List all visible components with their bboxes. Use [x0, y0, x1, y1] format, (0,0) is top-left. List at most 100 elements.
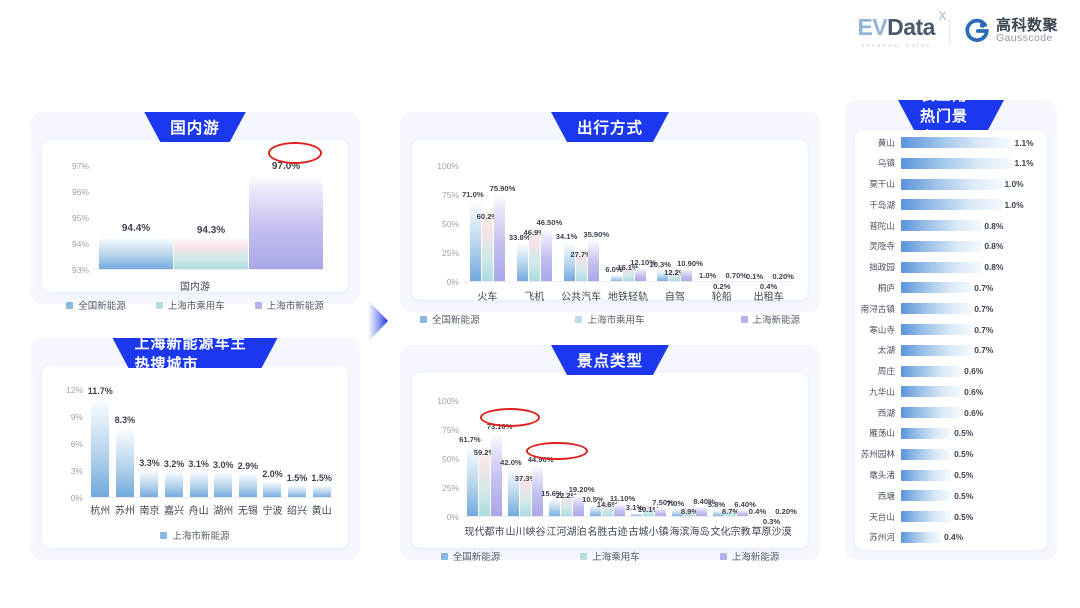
legend-swatch: [155, 301, 163, 309]
bar: 8.9%: [681, 506, 698, 517]
bar: 10.1%: [638, 505, 659, 517]
hbar-track: 1.0%: [901, 178, 1037, 190]
bar-category-group: 71.0% 60.2% 75.90%: [462, 166, 515, 282]
panel-c-body: 100% 75% 50% 25% 0% 71.0% 60.2% 75.90% 33.8…: [412, 140, 808, 326]
hbar-row: 天台山 0.5%: [855, 510, 1037, 523]
legend-label: 全国新能源: [78, 301, 126, 312]
x-axis-label: 绍兴: [287, 506, 308, 517]
y-tick: 25%: [441, 483, 459, 493]
bar: 3.1%: [188, 459, 209, 498]
axis-title-a: 国内游: [180, 282, 210, 293]
bar-value-label: 10.90%: [677, 259, 703, 269]
hbar-row: 灵隐寺 0.8%: [855, 240, 1037, 253]
evdata-ev-text: EV: [857, 14, 888, 40]
bar-value-label: 46.50%: [536, 218, 563, 228]
bar-category-group: 6.0% 16.1% 12.10%: [605, 166, 656, 282]
hbar-category-label: 普陀山: [869, 220, 895, 231]
y-tick: 9%: [70, 412, 83, 422]
bar-category-group: 2.9%: [236, 390, 261, 498]
hbar-track: 0.8%: [901, 240, 1037, 252]
bar-value-label: 59.2%: [473, 448, 496, 458]
hbar-value-label: 1.0%: [1004, 179, 1024, 190]
bar-category-group: 33.8% 46.9% 46.50%: [509, 166, 562, 282]
bar: 7.50%: [652, 498, 674, 517]
bar: 2.0%: [262, 469, 283, 498]
panel-d-title: 景点类型: [551, 345, 669, 375]
bar-category-group: 3.2%: [162, 390, 187, 498]
bar-category-group: 61.7% 59.2% 73.10%: [459, 401, 512, 517]
legend-item[interactable]: 上海市乘用车: [575, 312, 645, 326]
x-axis-label: 舟山: [188, 506, 209, 517]
legend-item[interactable]: 上海新能源: [719, 549, 779, 563]
bar-group-a: 94.4% 94.3% 97.0%: [94, 161, 328, 270]
hbar: [901, 240, 982, 252]
hbar-list-e: 黄山 1.1% 乌镇 1.1% 莫干山 1.0% 千岛湖 1.0% 普陀山 0.8% 灵隐寺 0.8%…: [855, 136, 1037, 544]
bar-value-label: 2.9%: [237, 461, 259, 472]
legend-item[interactable]: 上海市新能源: [160, 528, 230, 542]
bar: 42.0%: [500, 458, 522, 517]
hbar: [901, 282, 972, 294]
hbar-track: 1.1%: [901, 137, 1037, 148]
bar-value-label: 94.4%: [121, 222, 151, 234]
legend-label: 全国新能源: [452, 552, 501, 563]
legend-item[interactable]: 全国新能源: [440, 549, 501, 563]
bar: 97.0%: [249, 161, 323, 270]
brand-header: EVData X SHANGHAI CHINA 高科数聚 Gausscode: [857, 9, 1058, 48]
bar-value-label: 16.1%: [617, 263, 639, 273]
hbar: [901, 220, 982, 232]
bar-value-label: 75.90%: [489, 183, 516, 193]
hbar-row: 莫干山 1.0%: [855, 178, 1037, 191]
legend-item[interactable]: 全国新能源: [419, 312, 479, 326]
bar-category-group: 94.4% 94.3% 97.0%: [94, 161, 328, 270]
y-tick: 50%: [441, 454, 459, 464]
legend-item[interactable]: 全国新能源: [66, 298, 126, 312]
bar: 10.3%: [650, 260, 671, 282]
baseline-b: [88, 497, 334, 498]
legend-item[interactable]: 上海乘用车: [580, 549, 640, 563]
panel-a-title: 国内游: [144, 112, 246, 142]
x-axis-label: 山川峡谷: [505, 527, 546, 538]
bar-group-c: 71.0% 60.2% 75.90% 33.8% 46.9% 46.50% 34.1% 27.…: [462, 166, 794, 291]
bar-value-label: 8.7%: [721, 506, 740, 516]
hbar-track: 0.5%: [901, 511, 1037, 523]
baseline-c: [464, 281, 792, 282]
x-axis-label: 名胜古迹: [587, 527, 628, 538]
bar-group-b: 11.7% 8.3% 3.3% 3.2% 3.1% 3.0% 2.9% 2.0% 1.5% 1.5…: [88, 386, 334, 498]
x-axis-label: 宁波: [262, 506, 283, 517]
bar-category-group: 3.1%: [186, 390, 211, 498]
x-axis-label: 江河湖泊: [546, 527, 587, 538]
x-axis-label: 文化宗教: [710, 527, 751, 538]
bar: 22.2%: [556, 491, 577, 517]
bar: 8.3%: [115, 415, 135, 498]
legend-item[interactable]: 上海市乘用车: [155, 298, 225, 312]
hbar-category-label: 雁荡山: [869, 428, 895, 439]
x-axis-label: 地铁轻轨: [608, 292, 648, 303]
bar-value-label: 11.10%: [609, 494, 636, 504]
bar: 46.50%: [536, 218, 562, 282]
x-axis-label: 苏州: [114, 506, 135, 517]
hbar-category-label: 西塘: [877, 490, 895, 501]
hbar: [901, 137, 1012, 148]
x-axis-labels-d: 现代都市 山川峡谷 江河湖泊 名胜古迹 古城小镇 海滨海岛 文化宗教 草原沙漠: [464, 523, 792, 538]
bar-value-label: 0.20%: [772, 271, 794, 281]
bar-value-label: 8.3%: [114, 414, 136, 425]
bar-value-label: 0.20%: [775, 506, 797, 516]
legend-item[interactable]: 上海市新能源: [254, 298, 324, 312]
legend-swatch: [719, 552, 727, 560]
hbar-value-label: 0.8%: [984, 262, 1004, 273]
hbar-value-label: 1.1%: [1014, 137, 1034, 148]
hbar-value-label: 0.6%: [964, 386, 984, 397]
bar-value-label: 35.90%: [583, 230, 610, 240]
legend-item[interactable]: 上海新能源: [740, 312, 800, 326]
bar: 27.7%: [570, 249, 592, 282]
bar: 10.90%: [677, 259, 703, 282]
y-tick: 100%: [437, 396, 459, 406]
hbar-category-label: 西湖: [877, 407, 895, 418]
panel-hot-cities: 上海新能源车主热搜城市 12% 9% 6% 3% 0% 11.7% 8.3% 3.3…: [30, 338, 360, 560]
bar-value-label: 3.3%: [139, 457, 160, 468]
y-tick: 94%: [71, 239, 89, 249]
y-tick: 25%: [441, 248, 459, 258]
y-axis-c: 100% 75% 50% 25% 0%: [437, 161, 792, 287]
bar-value-label: 14.6%: [596, 500, 619, 510]
